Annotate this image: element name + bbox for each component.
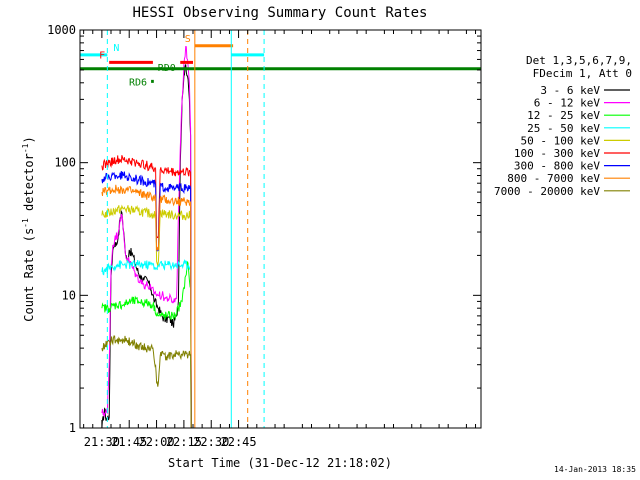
x-tick-label: 22:00 (138, 435, 174, 449)
legend-label-50-100-kev: 50 - 100 keV (521, 134, 601, 147)
flag-bars: NF S RD6 RD0 (80, 34, 481, 88)
y-axis-label-superscript: -1 (21, 218, 30, 228)
series-line-12-25-kev (101, 261, 192, 428)
x-tick-label: 22:15 (166, 435, 202, 449)
flag-label-n: N (113, 43, 119, 54)
x-tick-label: 21:30 (84, 435, 120, 449)
legend-header-detectors: Det 1,3,5,6,7,9, (526, 54, 632, 67)
legend-label-100-300-kev: 100 - 300 keV (514, 147, 600, 160)
legend-label-7000-20000-kev: 7000 - 20000 keV (494, 185, 600, 198)
series-line-100-300-kev (101, 155, 192, 428)
chart-title: HESSI Observing Summary Count Rates (132, 5, 427, 21)
series-line-7000-20000-kev (101, 335, 192, 428)
legend: Det 1,3,5,6,7,9, FDecim 1, Att 0 3 - 6 k… (494, 54, 632, 198)
y-tick-label: 10 (62, 288, 76, 302)
y-axis-label-superscript: -1 (21, 143, 30, 153)
plot-frame (79, 29, 482, 429)
x-tick-label: 22:45 (221, 435, 257, 449)
y-tick-label: 100 (54, 156, 76, 170)
y-tick-label: 1 (69, 421, 76, 435)
y-tick-label: 1000 (47, 23, 76, 37)
series-lines (101, 46, 192, 428)
y-axis-label-text: Count Rate (s (22, 228, 36, 322)
legend-label-25-50-kev: 25 - 50 keV (527, 122, 600, 135)
series-line-6-12-kev (101, 46, 192, 428)
flag-label-f: F (99, 50, 105, 61)
legend-label-300-800-kev: 300 - 800 keV (514, 160, 600, 173)
timestamp: 14-Jan-2013 18:35 (554, 465, 636, 474)
y-axis-label: Count Rate (s-1 detector-1) (21, 136, 36, 321)
x-axis-label: Start Time (31-Dec-12 21:18:02) (168, 456, 392, 470)
flag-label-rd6: RD6 (129, 77, 147, 88)
flag-label-s: S (185, 34, 191, 45)
legend-label-3-6-kev: 3 - 6 keV (540, 84, 600, 97)
legend-label-6-12-kev: 6 - 12 keV (534, 97, 601, 110)
x-tick-label: 21:45 (111, 435, 147, 449)
y-axis-label-text: ) (22, 136, 36, 143)
legend-header-decimation: FDecim 1, Att 0 (533, 67, 632, 80)
legend-label-12-25-kev: 12 - 25 keV (527, 109, 600, 122)
series-line-50-100-kev (101, 204, 192, 428)
series-line-800-7000-kev (101, 184, 192, 428)
flag-label-rd0: RD0 (158, 63, 176, 74)
vertical-markers (79, 30, 265, 428)
y-axis-label-text: detector (22, 153, 36, 218)
series-line-25-50-kev (101, 258, 192, 428)
x-tick-label: 22:30 (193, 435, 229, 449)
series-line-300-800-kev (101, 170, 192, 428)
legend-label-800-7000-kev: 800 - 7000 keV (507, 172, 600, 185)
